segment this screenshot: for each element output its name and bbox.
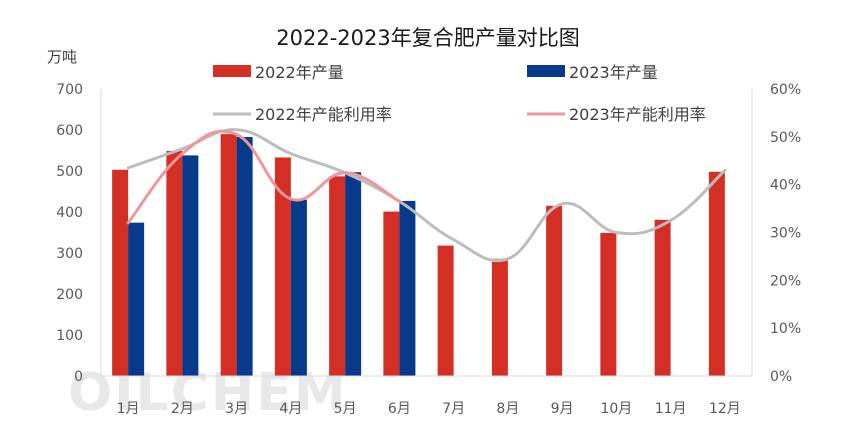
x-tick-label: 5月 <box>334 401 357 417</box>
y-tick-label: 200 <box>56 287 83 303</box>
bar <box>236 136 253 376</box>
bar <box>329 176 346 376</box>
x-tick-label: 12月 <box>709 401 741 417</box>
bar <box>383 211 400 376</box>
bar <box>345 172 362 376</box>
y-tick-label: 500 <box>56 164 83 180</box>
legend-swatch <box>527 65 565 77</box>
legend-label: 2022年产能利用率 <box>255 105 392 124</box>
y-tick-label: 400 <box>56 205 83 221</box>
y2-tick-label: 60% <box>770 82 801 98</box>
bar <box>128 222 145 376</box>
bar <box>654 219 671 376</box>
legend-label: 2023年产量 <box>569 63 658 82</box>
legend-label: 2022年产量 <box>255 63 344 82</box>
x-tick-label: 10月 <box>600 401 632 417</box>
legend-label: 2023年产能利用率 <box>569 105 706 124</box>
x-tick-label: 2月 <box>171 401 194 417</box>
x-tick-label: 7月 <box>442 401 465 417</box>
y2-tick-label: 30% <box>770 226 801 242</box>
series-line <box>126 128 727 263</box>
legend-swatch <box>213 65 251 77</box>
bar <box>112 169 129 376</box>
x-tick-label: 4月 <box>279 401 302 417</box>
x-tick-label: 3月 <box>225 401 248 417</box>
y2-tick-label: 0% <box>770 369 792 385</box>
y2-tick-label: 50% <box>770 130 801 146</box>
bar <box>290 199 307 376</box>
chart-title: 2022-2023年复合肥产量对比图 <box>276 26 579 50</box>
y2-tick-label: 40% <box>770 178 801 194</box>
bar <box>600 232 617 376</box>
y-tick-label: 100 <box>56 328 83 344</box>
y2-tick-label: 10% <box>770 321 801 337</box>
y-tick-label: 600 <box>56 123 83 139</box>
bar <box>708 171 725 376</box>
bar <box>220 134 237 376</box>
x-tick-label: 1月 <box>117 401 140 417</box>
bar <box>182 155 199 376</box>
x-tick-label: 11月 <box>655 401 687 417</box>
y-tick-label: 300 <box>56 246 83 262</box>
x-tick-label: 8月 <box>496 401 519 417</box>
x-tick-label: 6月 <box>388 401 411 417</box>
y2-tick-label: 20% <box>770 273 801 289</box>
legend: 2022年产量 2023年产量 2022年产能利用率 2023年产能利用率 <box>213 63 706 124</box>
bar <box>491 258 508 376</box>
bars-layer <box>112 134 725 376</box>
y-tick-label: 0 <box>74 369 83 385</box>
lines-layer <box>126 128 727 263</box>
y-tick-label: 700 <box>56 82 83 98</box>
bar <box>399 200 416 376</box>
bar <box>437 245 454 376</box>
series-line <box>126 129 401 225</box>
bar <box>166 150 183 376</box>
axes-layer: 0 100 200 300 400 500 600 700 0% 10% 20% 30% 40% 50% 6… <box>56 82 801 417</box>
y-axis-unit-label: 万吨 <box>47 48 77 66</box>
bar <box>546 205 563 376</box>
bar <box>274 157 291 376</box>
x-tick-label: 9月 <box>551 401 574 417</box>
